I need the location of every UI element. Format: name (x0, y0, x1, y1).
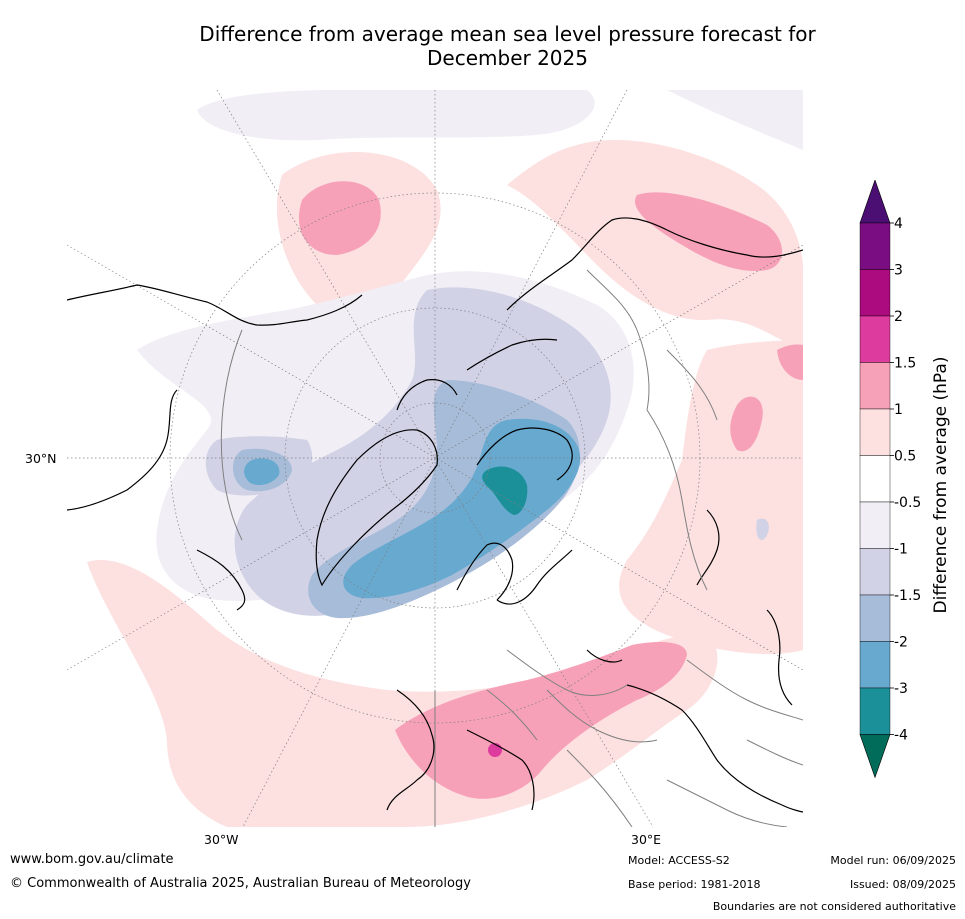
colorbar-bin (859, 315, 891, 363)
footer-base-period: Base period: 1981-2018 (628, 878, 761, 891)
colorbar-tick-label: 1.5 (894, 356, 916, 372)
footer-model-run: Model run: 06/09/2025 (830, 854, 956, 867)
colorbar-bin (859, 501, 891, 549)
pressure-anomaly-map (67, 90, 803, 827)
footer-copyright: © Commonwealth of Australia 2025, Austra… (10, 876, 471, 891)
colorbar-tick-label: 1 (894, 402, 903, 418)
colorbar-bin (859, 594, 891, 642)
footer-model: Model: ACCESS-S2 (628, 854, 730, 867)
anomaly-negative-2-3 (244, 418, 581, 599)
longitude-label-30e: 30°E (631, 832, 662, 847)
colorbar-tick-label: -4 (894, 728, 908, 744)
colorbar-tick-label: -3 (894, 681, 908, 697)
colorbar-bin (859, 269, 891, 317)
colorbar-tick-label: -0.5 (894, 495, 921, 511)
colorbar-extend-min (859, 734, 891, 779)
colorbar-bin (859, 641, 891, 689)
colorbar-tick-label: 4 (894, 216, 903, 232)
colorbar-bin (859, 222, 891, 270)
anomaly-negative-3-4 (482, 466, 528, 515)
coastlines (67, 217, 803, 813)
colorbar-tick-label: -1.5 (894, 588, 921, 604)
colorbar-tick-label: -2 (894, 635, 908, 651)
colorbar-bin (859, 548, 891, 596)
colorbar-tick-label: 0.5 (894, 449, 916, 465)
longitude-label-30w: 30°W (204, 832, 239, 847)
colorbar-bin (859, 687, 891, 735)
colorbar-bin (859, 408, 891, 456)
colorbar: 4 3 2 1.5 1 0.5 -0.5 -1 -1.5 -2 -3 -4 (859, 180, 921, 779)
footer-disclaimer: Boundaries are not considered authoritat… (712, 900, 956, 913)
colorbar-extend-max (859, 180, 891, 224)
title-line-1: Difference from average mean sea level p… (199, 22, 816, 46)
colorbar-tick-label: 2 (894, 309, 903, 325)
colorbar-bin (859, 455, 891, 503)
colorbar-tick-label: 3 (894, 263, 903, 279)
country-borders (486, 269, 803, 827)
map-extent-arcs (220, 329, 633, 827)
title-line-2: December 2025 (427, 46, 588, 70)
map-title: Difference from average mean sea level p… (150, 22, 865, 70)
anomaly-positive-1.5-2 (488, 743, 502, 757)
latitude-label-30n: 30°N (25, 451, 57, 466)
graticule (67, 90, 803, 827)
colorbar-tick-label: -1 (894, 542, 908, 558)
footer-issued: Issued: 08/09/2025 (849, 878, 956, 891)
colorbar-bin (859, 362, 891, 410)
footer-url[interactable]: www.bom.gov.au/climate (10, 852, 174, 867)
anomaly-positive-1-1.5 (298, 181, 803, 799)
